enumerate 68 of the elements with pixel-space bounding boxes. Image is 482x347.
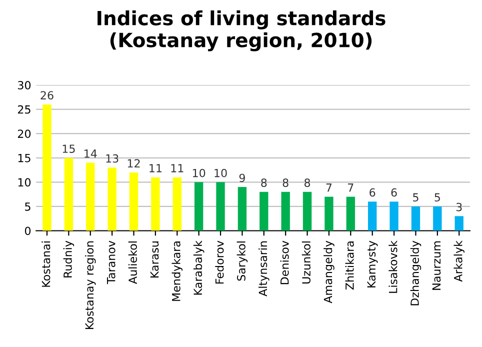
bar — [172, 177, 182, 231]
data-label: 8 — [261, 178, 267, 187]
bar — [281, 192, 290, 231]
x-tick-label: Uzunkol — [302, 242, 310, 284]
x-tick-label: Mendykara — [172, 241, 183, 301]
data-label: 3 — [456, 202, 462, 212]
bar — [108, 168, 116, 231]
x-tick-label: Sarykol — [236, 242, 248, 281]
bar — [433, 206, 442, 231]
x-tick-label: Denisov — [280, 240, 289, 284]
data-label: 7 — [348, 184, 354, 192]
data-label: 6 — [370, 188, 376, 197]
data-label: 11 — [171, 164, 184, 172]
bar — [64, 158, 74, 231]
data-label: 12 — [128, 159, 140, 168]
chart-title: Indices of living standards (Kostanay region, 2010) — [98, 10, 386, 52]
x-tick-label: Karasu — [150, 241, 159, 278]
data-label: 10 — [214, 168, 227, 178]
x-tick-label: Kostanay region — [85, 241, 96, 329]
x-tick-label: Auliekol — [128, 242, 137, 284]
x-tick-label: Zhitikara — [345, 241, 354, 290]
y-tick-label: 10 — [18, 178, 31, 187]
bar — [324, 196, 334, 231]
data-label: 5 — [434, 193, 440, 202]
y-tick-label: 30 — [18, 80, 31, 90]
bar — [454, 216, 464, 231]
bar — [216, 182, 225, 231]
data-label: 14 — [84, 150, 97, 158]
data-label: 9 — [239, 174, 245, 182]
bar — [390, 202, 398, 231]
bar — [238, 187, 247, 231]
data-label: 26 — [40, 91, 54, 100]
x-tick-label: Naurzum — [432, 241, 441, 290]
x-tick-label: Kamysty — [367, 240, 378, 288]
data-label: 8 — [304, 178, 310, 187]
data-label: 7 — [326, 184, 332, 192]
x-tick-label: Lisakovsk — [388, 240, 398, 293]
bar — [129, 172, 138, 231]
y-tick-label: 20 — [18, 130, 31, 138]
y-tick-label: 5 — [25, 202, 30, 211]
y-tick-label: 25 — [18, 105, 30, 114]
data-label: 13 — [106, 154, 118, 163]
y-tick-label: 15 — [18, 154, 30, 162]
data-label: 15 — [62, 144, 75, 153]
data-label: 10 — [192, 168, 206, 178]
x-tick-label: Arkalyk — [454, 240, 464, 282]
bar — [86, 162, 95, 231]
x-tick-label: Fedorov — [215, 240, 224, 284]
x-tick-label: Kostanai — [42, 242, 50, 287]
bar — [302, 192, 312, 231]
bar — [194, 182, 204, 231]
bar — [151, 177, 160, 231]
bar — [260, 192, 268, 231]
data-label: 8 — [282, 178, 288, 187]
data-label: 6 — [391, 188, 397, 197]
bar — [42, 104, 52, 231]
data-label: 5 — [413, 193, 418, 202]
x-tick-label: Dzhangeldy — [410, 240, 422, 306]
x-tick-label: Amangeldy — [324, 240, 334, 304]
x-tick-label: Taranov — [107, 240, 116, 284]
bar — [368, 202, 377, 231]
bar — [346, 196, 355, 231]
y-tick-label: 0 — [24, 226, 31, 236]
data-label: 11 — [150, 164, 162, 172]
x-tick-label: Karabalyk — [193, 240, 204, 295]
x-tick-label: Rudniy — [63, 240, 74, 278]
bar — [411, 206, 420, 231]
x-tick-label: Altynsarin — [258, 241, 270, 296]
